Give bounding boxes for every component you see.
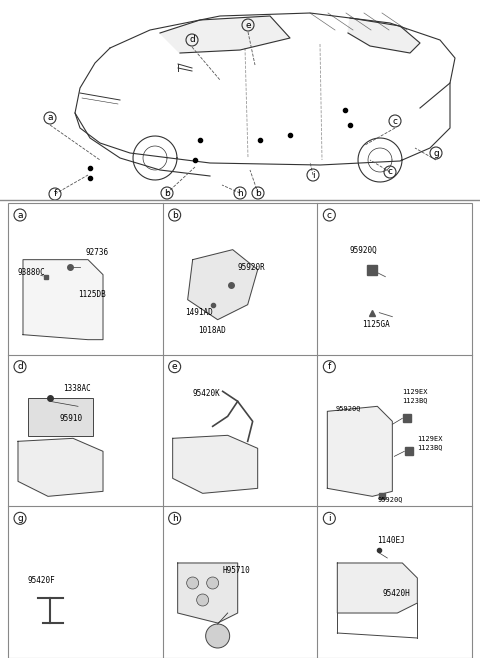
Text: 1129EX: 1129EX (417, 436, 443, 442)
Text: 95420H: 95420H (383, 589, 410, 598)
Text: 1129EX: 1129EX (402, 390, 428, 395)
Text: 1018AD: 1018AD (198, 326, 226, 335)
Text: f: f (328, 362, 331, 371)
Text: 93880C: 93880C (18, 268, 46, 276)
Text: 95420K: 95420K (192, 390, 220, 398)
Circle shape (187, 577, 199, 589)
Text: 95910: 95910 (60, 415, 83, 423)
Text: a: a (47, 113, 53, 122)
Bar (28, 398, 93, 436)
Text: 1123BQ: 1123BQ (402, 397, 428, 403)
Text: 1125GA: 1125GA (362, 320, 390, 328)
Text: d: d (17, 362, 23, 371)
Text: e: e (172, 362, 178, 371)
Text: i: i (328, 514, 331, 523)
Text: H95710: H95710 (223, 566, 251, 575)
Text: f: f (53, 190, 57, 199)
Text: b: b (255, 188, 261, 197)
Circle shape (197, 594, 209, 606)
Text: 1125DB: 1125DB (78, 290, 106, 299)
Text: 95920Q: 95920Q (349, 245, 377, 255)
Text: i: i (312, 170, 314, 180)
Circle shape (205, 624, 229, 648)
Polygon shape (337, 563, 417, 613)
Text: 1338AC: 1338AC (63, 384, 91, 393)
Text: c: c (327, 211, 332, 220)
Text: 95920Q: 95920Q (377, 496, 403, 502)
Text: e: e (245, 20, 251, 30)
Text: 95920Q: 95920Q (336, 405, 361, 411)
Text: b: b (164, 188, 170, 197)
Polygon shape (160, 16, 290, 53)
Polygon shape (23, 260, 103, 340)
Text: h: h (237, 188, 243, 197)
Bar (8, 203, 472, 658)
Text: 1140EJ: 1140EJ (377, 536, 405, 545)
Text: g: g (433, 149, 439, 157)
Text: c: c (393, 116, 397, 126)
Text: b: b (172, 211, 178, 220)
Text: 95920R: 95920R (238, 263, 265, 272)
Polygon shape (348, 18, 420, 53)
Text: 1491AD: 1491AD (185, 308, 213, 316)
Text: 95420F: 95420F (28, 576, 56, 585)
Text: h: h (172, 514, 178, 523)
Polygon shape (173, 436, 258, 494)
Circle shape (207, 577, 219, 589)
Text: c: c (387, 168, 393, 176)
Polygon shape (188, 249, 258, 320)
Text: 1123BQ: 1123BQ (417, 444, 443, 450)
Polygon shape (178, 563, 238, 623)
Text: a: a (17, 211, 23, 220)
Polygon shape (327, 407, 392, 496)
Text: 92736: 92736 (86, 247, 109, 257)
Text: d: d (189, 36, 195, 45)
Text: g: g (17, 514, 23, 523)
Polygon shape (18, 438, 103, 496)
